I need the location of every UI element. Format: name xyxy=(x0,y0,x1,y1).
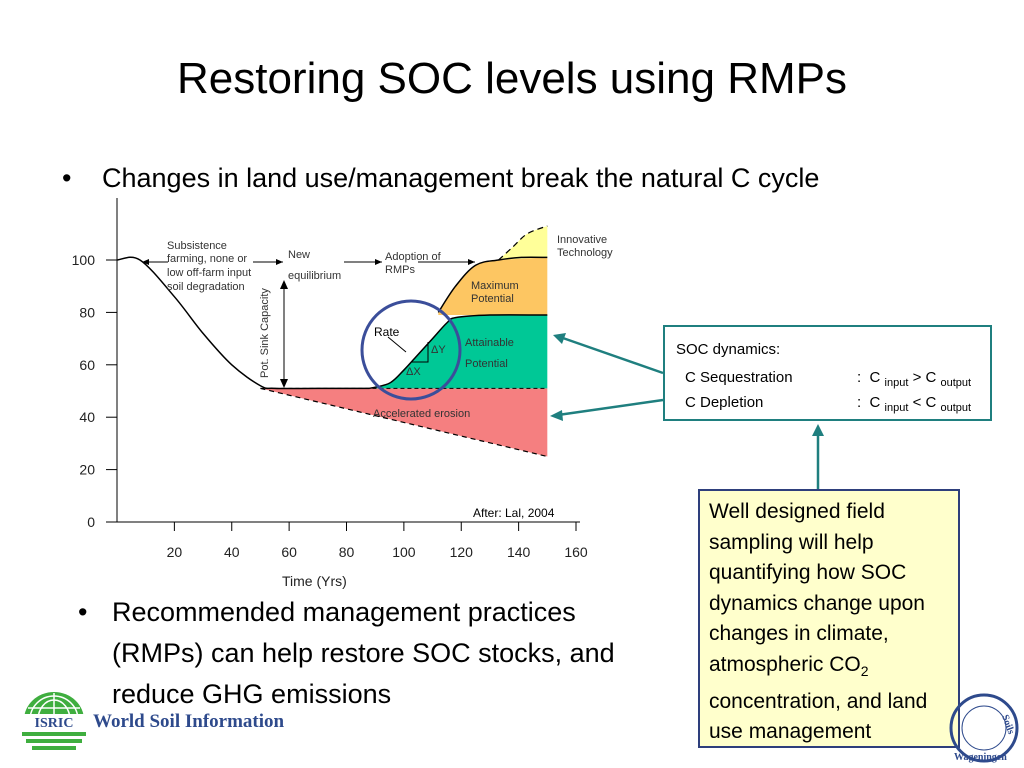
bullet-land-use: • Changes in land use/management break t… xyxy=(62,158,962,199)
region-3 xyxy=(498,225,548,260)
logo-caption: World Soil Information xyxy=(93,711,285,732)
logo-text-bg xyxy=(20,714,88,730)
x-tick-label: 160 xyxy=(564,544,588,560)
region-1 xyxy=(369,314,548,389)
sequestration-arrow xyxy=(559,335,664,375)
bullet-dot: • xyxy=(78,597,88,627)
x-tick-label: 20 xyxy=(167,544,183,560)
chart-labels: Subsistence farming, none or low off-far… xyxy=(167,234,613,589)
x-tick-label: 60 xyxy=(281,544,297,560)
slide-title: Restoring SOC levels using RMPs xyxy=(176,54,847,103)
x-tick-label: 120 xyxy=(450,544,474,560)
soc-dynamics-box: SOC dynamics: C Sequestration : C input … xyxy=(663,325,992,421)
y-tick-label: 80 xyxy=(79,304,95,320)
label-new-equilibrium: New equilibrium xyxy=(288,249,341,282)
chart-regions xyxy=(260,225,548,458)
label-attainable-potential: Attainable Potential xyxy=(465,337,517,370)
soc-row-label: C Sequestration xyxy=(685,369,793,386)
x-tick-label: 40 xyxy=(224,544,240,560)
bullet-dot: • xyxy=(62,163,72,193)
bullet-rmps: • Recommended management practices (RMPs… xyxy=(78,592,658,715)
source-note: After: Lal, 2004 xyxy=(473,506,555,520)
sink-capacity-arrow-top xyxy=(280,280,288,289)
depletion-arrow xyxy=(557,398,664,417)
attainable-line xyxy=(369,314,548,390)
label-rate: Rate xyxy=(374,325,400,339)
sequestration-arrow-head xyxy=(553,333,566,344)
wageningen-seal: Soils Wageningen xyxy=(949,693,1019,763)
note-link-arrow-head xyxy=(812,424,824,436)
isric-logo: ISRIC xyxy=(20,692,88,750)
y-tick-label: 60 xyxy=(79,357,95,373)
note-subscript: 2 xyxy=(860,663,869,680)
x-axis-title: Time (Yrs) xyxy=(282,573,347,589)
y-tick-label: 40 xyxy=(79,409,95,425)
chart-axes: 0 20 40 60 80 100 20 40 60 80 100 120 140 160 xyxy=(72,198,588,560)
logo-text: ISRIC xyxy=(35,716,74,731)
soc-row-formula: : C input < C output xyxy=(857,394,972,414)
note-text-end: concentration, and land use management xyxy=(709,689,928,744)
soc-dynamics-title: SOC dynamics: xyxy=(676,341,781,358)
chart-decorations xyxy=(142,259,824,489)
note-text: Well designed field sampling will help q… xyxy=(709,500,925,676)
y-tick-label: 0 xyxy=(87,514,95,530)
rate-highlight-circle xyxy=(360,299,462,401)
label-subsistence: Subsistence farming, none or low off-far… xyxy=(167,240,254,293)
baseline-curve xyxy=(116,256,370,390)
label-innovative-technology: Innovative Technology xyxy=(557,234,613,259)
soc-row-formula: : C input > C output xyxy=(857,369,972,389)
maximum-line xyxy=(437,256,548,313)
label-maximum-potential: Maximum Potential xyxy=(471,280,522,305)
seal-text-wageningen: Wageningen xyxy=(954,752,1007,763)
erosion-lower-dashed xyxy=(260,387,548,458)
x-tick-label: 140 xyxy=(507,544,531,560)
label-delta-x: ΔX xyxy=(406,366,421,378)
soc-row-label: C Depletion xyxy=(685,394,764,411)
phase-arrow-rmps-head xyxy=(468,259,475,265)
field-sampling-note: Well designed field sampling will help q… xyxy=(698,489,960,748)
phase-arrow-right-head xyxy=(375,259,382,265)
y-tick-label: 20 xyxy=(79,462,95,478)
bullet-text: Changes in land use/management break the… xyxy=(102,163,820,193)
bullet-text: Recommended management practices (RMPs) … xyxy=(112,597,615,709)
x-tick-label: 100 xyxy=(392,544,416,560)
label-adoption-rmps: Adoption of RMPs xyxy=(385,251,444,276)
label-delta-y: ΔY xyxy=(431,344,446,356)
label-sink-capacity: Pot. Sink Capacity xyxy=(259,288,271,378)
label-accelerated-erosion: Accelerated erosion xyxy=(373,408,470,420)
depletion-arrow-head xyxy=(550,410,563,421)
sink-capacity-arrow-bottom xyxy=(280,379,288,388)
y-tick-label: 100 xyxy=(72,252,96,268)
rate-pointer xyxy=(387,336,407,353)
baseline-line xyxy=(116,256,370,390)
innovative-dashed xyxy=(498,225,548,261)
rate-triangle xyxy=(412,342,429,363)
x-tick-label: 80 xyxy=(339,544,355,560)
region-2 xyxy=(438,257,548,316)
phase-arrow-mid-head xyxy=(276,259,283,265)
phase-arrow-left-head xyxy=(142,259,149,265)
